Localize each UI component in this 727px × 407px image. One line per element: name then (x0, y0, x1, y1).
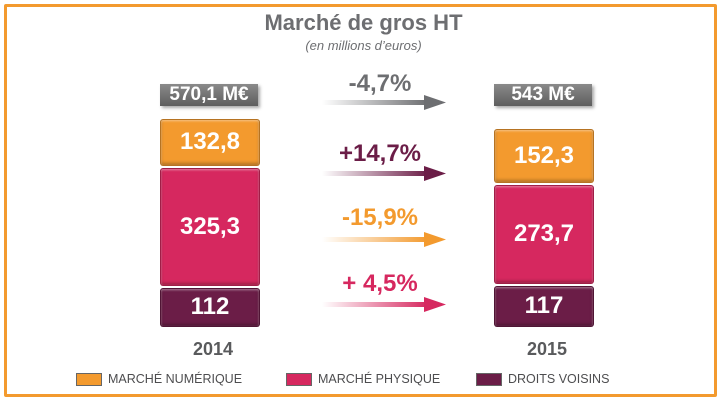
bar-2015-droits-voisins: 117 (494, 285, 594, 327)
legend-item-voisins: DROITS VOISINS (476, 371, 609, 387)
x-label-2014: 2014 (192, 339, 234, 359)
change-numerique: +14,7% (338, 140, 422, 167)
bar-2014-marche-physique: 325,3 (160, 167, 260, 286)
legend-label: MARCHÉ PHYSIQUE (318, 372, 441, 386)
total-2015: 543 M€ (494, 84, 592, 106)
bar-2015-marche-numerique: 152,3 (494, 128, 594, 184)
total-2014: 570,1 M€ (160, 84, 258, 106)
legend-label: MARCHÉ NUMÉRIQUE (108, 372, 243, 386)
change-total: -4,7% (348, 70, 412, 97)
chart-subtitle: (en millions d’euros) (305, 38, 422, 53)
bar-2015-marche-physique: 273,7 (494, 185, 594, 284)
x-label-2015: 2015 (526, 339, 568, 359)
legend-swatch (476, 372, 502, 386)
legend-swatch (286, 372, 312, 386)
bar-2014-marche-numerique: 132,8 (160, 119, 260, 166)
legend-swatch (76, 372, 102, 386)
legend-item-numerique: MARCHÉ NUMÉRIQUE (76, 371, 242, 387)
legend-label: DROITS VOISINS (508, 372, 610, 386)
legend-item-physique: MARCHÉ PHYSIQUE (286, 371, 440, 387)
chart-frame (4, 4, 717, 397)
bar-2014-droits-voisins: 112 (160, 287, 260, 327)
change-voisins: + 4,5% (342, 270, 418, 297)
chart-title: Marché de gros HT (264, 10, 463, 35)
change-physique: -15,9% (341, 204, 419, 231)
